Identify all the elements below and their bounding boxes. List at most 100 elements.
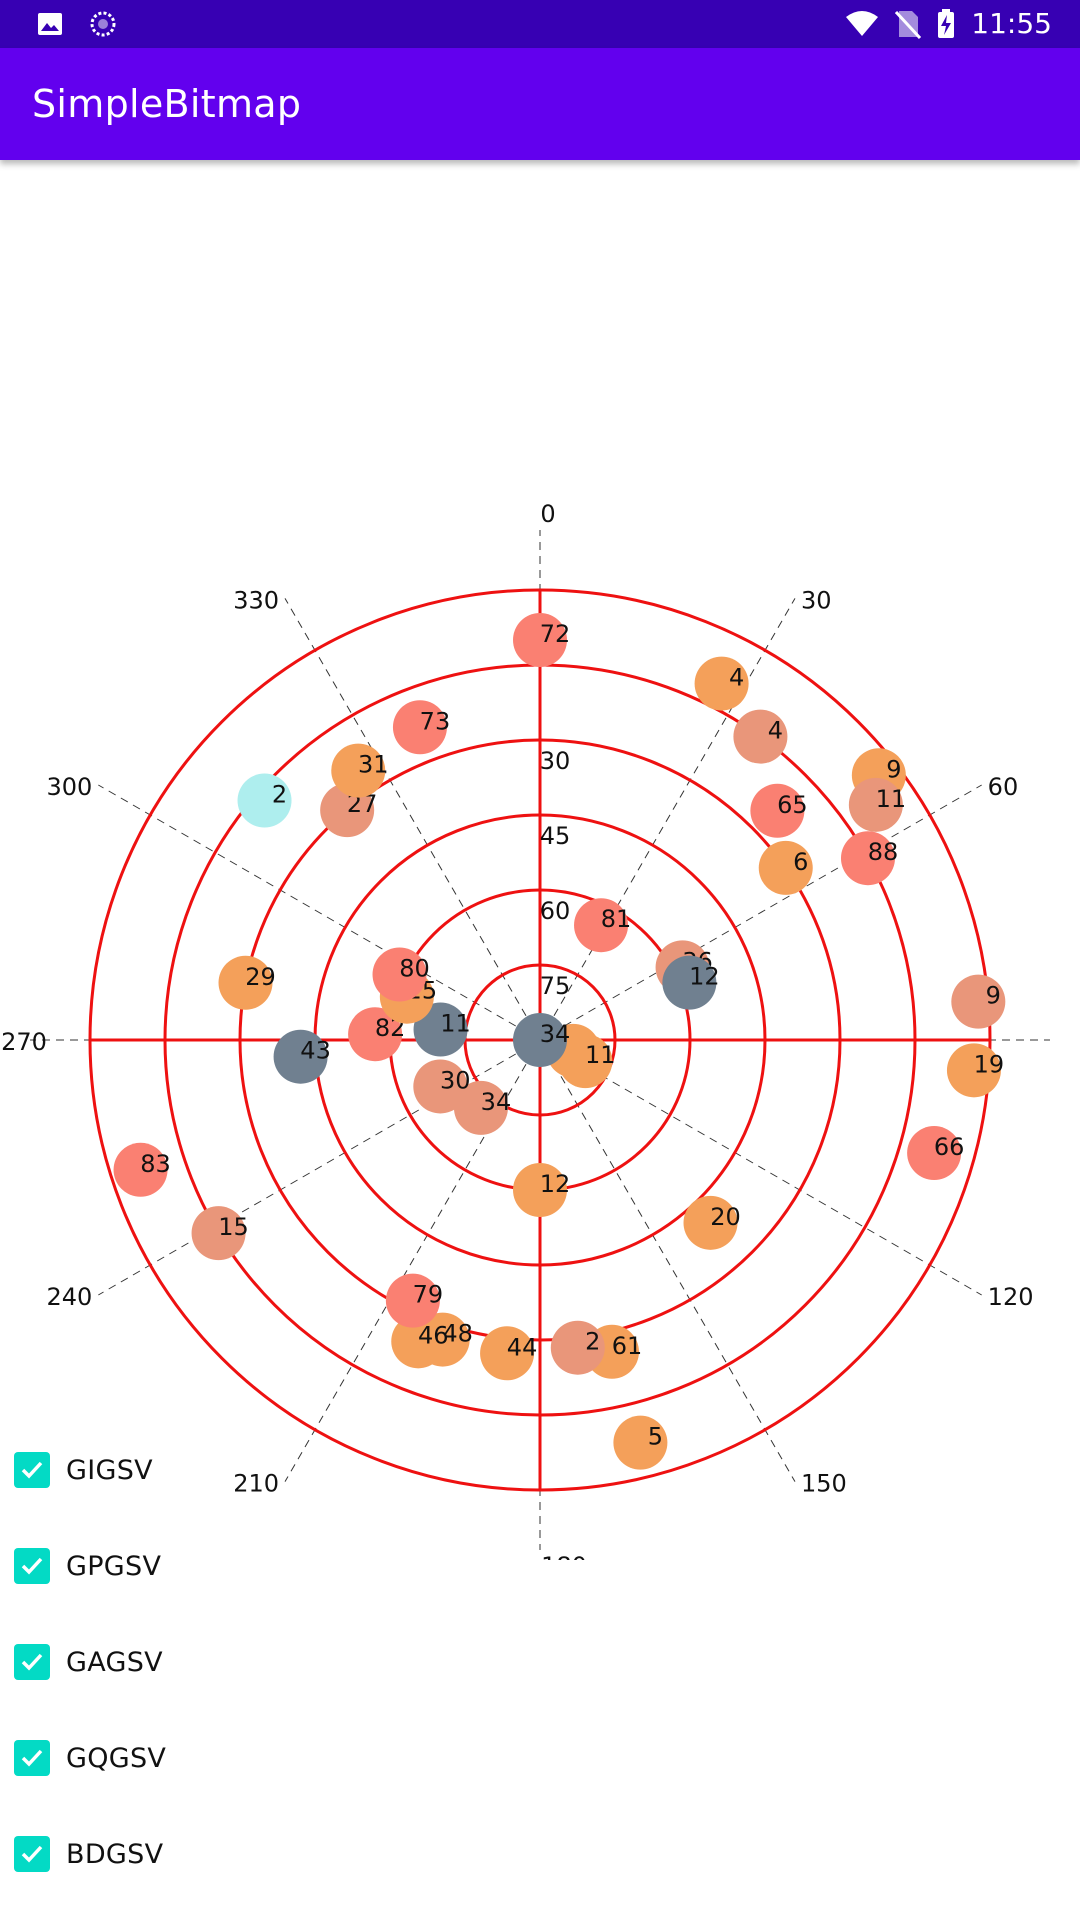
satellite-marker[interactable]: 31	[331, 743, 389, 798]
battery-charging-icon	[938, 9, 955, 38]
satellite-marker[interactable]: 79	[385, 1273, 444, 1328]
filter-gqgsv[interactable]: GQGSV	[0, 1728, 166, 1788]
azimuth-label: 60	[988, 773, 1019, 801]
satellite-marker[interactable]: 34	[513, 1013, 570, 1067]
check-icon	[21, 1653, 43, 1671]
app-title: SimpleBitmap	[32, 82, 302, 126]
satellite-marker[interactable]: 11	[558, 1034, 616, 1089]
satellite-id: 29	[245, 963, 276, 991]
satellite-marker[interactable]: 11	[848, 777, 907, 832]
satellite-id: 4	[768, 717, 783, 745]
satellite-id: 12	[540, 1170, 571, 1198]
satellite-marker[interactable]: 44	[480, 1326, 537, 1381]
satellite-marker[interactable]: 2	[550, 1320, 605, 1375]
satellite-id: 5	[648, 1423, 663, 1451]
satellite-marker[interactable]: 20	[683, 1195, 741, 1250]
satellite-marker[interactable]: 4	[694, 656, 749, 711]
satellite-id: 9	[986, 982, 1001, 1010]
azimuth-label: 210	[233, 1470, 279, 1498]
satellite-marker[interactable]: 88	[840, 831, 899, 886]
checkbox-bdgsv[interactable]	[14, 1836, 50, 1872]
elevation-label: 30	[540, 747, 571, 775]
satellite-id: 65	[777, 791, 808, 819]
satellite-dot	[840, 831, 895, 886]
filter-label: GQGSV	[66, 1742, 167, 1774]
satellite-marker[interactable]: 2	[237, 773, 292, 828]
satellite-marker[interactable]: 73	[392, 700, 451, 755]
satellite-marker[interactable]: 72	[513, 613, 570, 667]
satellite-dot	[907, 1126, 962, 1181]
satellite-marker[interactable]: 80	[372, 947, 430, 1002]
satellite-marker[interactable]: 15	[191, 1206, 249, 1261]
satellite-marker[interactable]: 29	[218, 955, 276, 1010]
image-icon	[38, 13, 62, 35]
status-time: 11:55	[971, 7, 1052, 40]
satellite-marker[interactable]: 11	[413, 1002, 471, 1057]
satellite-marker[interactable]: 12	[513, 1163, 570, 1217]
azimuth-label: 30	[801, 586, 832, 614]
satellite-marker[interactable]: 46	[391, 1314, 449, 1369]
satellite-dot	[113, 1142, 168, 1197]
satellite-marker[interactable]: 6	[758, 840, 813, 895]
check-icon	[21, 1845, 43, 1863]
sky-plot: 0306012015018021024027030033030456075724…	[1, 500, 1050, 1560]
filter-gpgsv[interactable]: GPGSV	[0, 1536, 161, 1596]
satellite-marker[interactable]: 34	[453, 1080, 512, 1135]
satellite-id: 34	[481, 1088, 512, 1116]
satellite-marker[interactable]: 4	[733, 709, 788, 764]
satellite-id: 88	[868, 838, 899, 866]
filter-label: GAGSV	[66, 1646, 163, 1678]
azimuth-spoke	[539, 1039, 796, 1482]
satellite-dot	[683, 1195, 738, 1250]
satellite-id: 43	[300, 1037, 331, 1065]
checkbox-gigsv[interactable]	[14, 1452, 50, 1488]
satellite-dot	[513, 1013, 567, 1067]
satellite-marker[interactable]: 43	[273, 1029, 331, 1084]
satellite-id: 30	[440, 1066, 471, 1094]
satellite-id: 79	[413, 1281, 444, 1309]
satellite-marker[interactable]: 12	[662, 955, 720, 1010]
satellite-dot	[558, 1034, 613, 1089]
satellite-marker[interactable]: 65	[750, 783, 808, 838]
satellite-dot	[480, 1326, 535, 1381]
filter-gigsv[interactable]: GIGSV	[0, 1440, 153, 1500]
checkbox-gqgsv[interactable]	[14, 1740, 50, 1776]
satellite-dot	[750, 783, 805, 838]
satellite-id: 11	[876, 785, 907, 813]
satellite-dot	[662, 955, 717, 1010]
satellite-id: 4	[729, 664, 744, 692]
satellite-dot	[391, 1314, 446, 1369]
satellite-marker[interactable]: 5	[613, 1415, 668, 1470]
satellite-id: 73	[420, 707, 451, 735]
satellite-marker[interactable]: 66	[907, 1126, 964, 1181]
satellite-dot	[513, 1163, 567, 1217]
satellite-dot	[413, 1002, 468, 1057]
satellite-marker[interactable]: 19	[946, 1043, 1004, 1098]
filter-bdgsv[interactable]: BDGSV	[0, 1824, 163, 1884]
satellite-id: 2	[272, 781, 287, 809]
satellite-marker[interactable]: 30	[413, 1059, 471, 1114]
azimuth-label: 240	[47, 1283, 93, 1311]
satellite-dot	[372, 947, 427, 1002]
azimuth-spoke	[539, 1039, 982, 1296]
satellite-id: 12	[689, 963, 720, 991]
checkbox-gpgsv[interactable]	[14, 1548, 50, 1584]
satellite-marker[interactable]: 83	[113, 1142, 171, 1197]
check-icon	[21, 1749, 43, 1767]
satellite-id: 2	[585, 1328, 600, 1356]
satellite-dot	[513, 613, 567, 667]
satellite-dot	[758, 840, 813, 895]
azimuth-spoke	[539, 598, 796, 1041]
app-bar: SimpleBitmap	[0, 48, 1080, 160]
satellite-dot	[218, 955, 273, 1010]
azimuth-spoke	[539, 784, 982, 1041]
no-sim-icon	[895, 10, 922, 39]
satellite-id: 72	[540, 620, 571, 648]
filter-gagsv[interactable]: GAGSV	[0, 1632, 163, 1692]
check-icon	[21, 1461, 43, 1479]
satellite-id: 20	[710, 1203, 741, 1231]
satellite-dot	[348, 1007, 403, 1062]
checkbox-gagsv[interactable]	[14, 1644, 50, 1680]
satellite-marker[interactable]: 9	[951, 974, 1006, 1029]
satellite-marker[interactable]: 81	[574, 898, 631, 953]
